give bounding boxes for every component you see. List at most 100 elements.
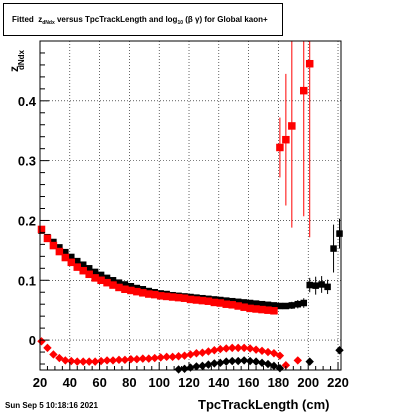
y-axis-title: dNdx z <box>7 49 26 72</box>
data-point-square <box>109 281 117 289</box>
data-point-diamond <box>150 353 159 363</box>
data-point-square <box>79 266 87 275</box>
data-point-diamond <box>216 358 225 368</box>
data-point-square <box>150 290 159 299</box>
data-point-diamond <box>102 356 112 365</box>
data-point-diamond <box>251 345 261 354</box>
data-point-square <box>312 282 319 289</box>
data-point-diamond <box>245 344 255 353</box>
data-point-square <box>133 287 141 296</box>
data-point-square <box>216 299 225 307</box>
data-point-square <box>162 292 171 301</box>
data-point-diamond <box>228 343 237 353</box>
x-tick-label: 40 <box>63 375 77 390</box>
tick-labels: 20 40 60 80 100 120 140 160 180 200 220 0 0.1 0.2 0.3 0… <box>18 94 349 390</box>
y-tick-label: 0.3 <box>18 154 36 169</box>
data-point-diamond <box>79 357 88 366</box>
y-axis-title-main: z <box>7 66 21 72</box>
y-tick-label: 0.4 <box>18 94 37 109</box>
data-point-diamond <box>204 360 213 369</box>
data-point-diamond <box>257 346 267 356</box>
data-point-square <box>180 294 189 302</box>
data-point-diamond <box>96 356 106 366</box>
data-point-diamond <box>281 361 291 370</box>
x-tick-label: 200 <box>297 375 319 390</box>
data-markers <box>37 59 344 374</box>
x-tick-label: 100 <box>148 375 170 390</box>
data-point-diamond <box>73 357 82 366</box>
data-point-diamond <box>37 337 46 346</box>
data-point-diamond <box>168 352 177 362</box>
data-point-square <box>300 299 307 307</box>
data-point-square <box>85 265 93 272</box>
data-point-diamond <box>251 357 261 366</box>
data-point-square <box>103 274 111 282</box>
data-point-square <box>103 278 111 287</box>
data-point-square <box>74 257 81 265</box>
data-point-diamond <box>275 351 285 360</box>
data-point-square <box>288 302 296 309</box>
data-point-diamond <box>293 356 302 365</box>
data-point-square <box>61 253 70 262</box>
data-point-square <box>324 283 331 291</box>
title-prefix: Fitted <box>12 15 34 24</box>
x-tick-label: 180 <box>268 375 290 390</box>
data-point-square <box>97 271 105 279</box>
title-suffix: (β γ) for Global kaon+ <box>185 15 268 24</box>
data-point-square <box>282 302 290 310</box>
data-point-square <box>258 305 266 314</box>
data-point-square <box>299 86 308 95</box>
x-axis-title: TpcTrackLength (cm) <box>198 397 330 412</box>
data-point-diamond <box>233 356 243 366</box>
data-point-square <box>270 302 278 309</box>
data-point-square <box>156 292 165 300</box>
data-point-square <box>336 230 343 237</box>
axis-ticks <box>39 52 339 370</box>
data-point-square <box>246 304 254 313</box>
data-point-diamond <box>210 359 219 368</box>
data-point-diamond <box>67 356 76 366</box>
data-point-diamond <box>180 364 189 374</box>
data-point-diamond <box>138 354 148 363</box>
data-point-diamond <box>257 358 267 368</box>
data-point-square <box>234 298 242 306</box>
data-point-square <box>276 302 284 310</box>
x-tick-label: 160 <box>238 375 260 390</box>
grid-lines <box>39 41 341 370</box>
data-point-diamond <box>174 352 183 361</box>
data-point-square <box>264 301 272 309</box>
data-point-diamond <box>174 365 183 374</box>
data-point-square <box>73 263 82 271</box>
data-point-square <box>276 143 284 152</box>
data-point-square <box>222 300 231 308</box>
data-point-diamond <box>192 349 201 358</box>
data-point-diamond <box>239 356 249 365</box>
data-point-square <box>127 283 135 290</box>
title-symbol-sub: dNdx <box>42 19 55 26</box>
data-point-square <box>67 258 76 267</box>
data-point-square <box>270 307 278 315</box>
data-point-diamond <box>114 355 124 365</box>
data-point-square <box>264 306 272 314</box>
data-point-square <box>37 225 46 234</box>
data-point-diamond <box>216 344 225 354</box>
data-point-diamond <box>186 363 195 372</box>
title-log-sub: 10 <box>177 19 184 26</box>
data-point-diamond <box>43 343 52 353</box>
data-point-diamond <box>198 361 207 371</box>
plot-frame <box>39 40 342 371</box>
data-point-diamond <box>84 357 94 366</box>
data-point-square <box>85 270 93 279</box>
data-point-diamond <box>162 352 171 362</box>
data-point-square <box>282 135 290 144</box>
error-bars <box>279 41 341 309</box>
data-point-square <box>55 247 64 256</box>
data-point-square <box>288 122 296 130</box>
data-point-diamond <box>108 356 118 365</box>
data-point-diamond <box>132 355 142 364</box>
data-point-square <box>56 244 63 251</box>
data-point-diamond <box>228 356 237 366</box>
data-point-square <box>121 285 129 293</box>
title-middle: versus TpcTrackLength and log <box>56 15 178 24</box>
